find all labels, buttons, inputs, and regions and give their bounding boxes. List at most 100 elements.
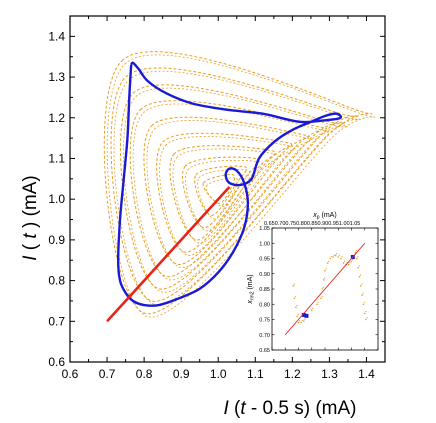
x-tick-label: 1.3 bbox=[321, 367, 338, 381]
trajectory-loop-2 bbox=[119, 84, 345, 290]
inset-cloud-point bbox=[301, 320, 303, 322]
inset-cloud-point bbox=[322, 286, 325, 288]
x-tick-label: 0.7 bbox=[99, 367, 116, 381]
inset-cloud-point bbox=[321, 288, 324, 290]
inset-cloud-point bbox=[341, 256, 343, 258]
trajectory-loop-5 bbox=[156, 132, 293, 253]
inset-cloud-point bbox=[365, 310, 367, 313]
trajectory-loop-shadow-6 bbox=[172, 148, 279, 244]
inset-x-axis-label: xp (mA) bbox=[312, 212, 336, 221]
inset-x-axis-label-part: p bbox=[317, 215, 320, 221]
inset-y-axis-label-part: x bbox=[247, 300, 254, 305]
y-tick-label: 1.2 bbox=[48, 111, 65, 125]
trajectory-loop-shadow-5 bbox=[159, 136, 296, 256]
inset-y-tick-label: 0.65 bbox=[259, 348, 270, 354]
inset-cloud-point bbox=[337, 256, 340, 258]
y-tick-label: 0.9 bbox=[48, 233, 65, 247]
inset-cloud-point bbox=[326, 262, 329, 264]
inset-cloud-point bbox=[361, 294, 363, 296]
inset-cloud-point bbox=[316, 303, 318, 306]
inset-y-tick-label: 0.85 bbox=[259, 287, 270, 293]
y-axis-label: I ( t ) (mA) bbox=[20, 175, 41, 261]
x-axis-label-part: I bbox=[223, 398, 229, 419]
inset-y-tick-label: 0.70 bbox=[259, 333, 270, 339]
inset-cloud-point bbox=[362, 303, 365, 306]
inset-fixed-point bbox=[301, 312, 306, 317]
x-tick-label: 0.8 bbox=[136, 367, 153, 381]
inset-cloud-point bbox=[293, 283, 295, 285]
inset-cloud-point bbox=[296, 315, 298, 318]
x-tick-label: 1.0 bbox=[210, 367, 227, 381]
inset-x-axis-label-part: x bbox=[312, 212, 317, 219]
inset-plot: 0.650.700.750.800.850.900.951.001.050.65… bbox=[247, 212, 379, 354]
trajectory-loop-0 bbox=[103, 51, 373, 315]
main-plot-frame bbox=[69, 15, 386, 363]
inset-cloud-point bbox=[324, 277, 326, 279]
inset-cloud-point bbox=[329, 257, 332, 260]
y-tick-label: 1.0 bbox=[48, 192, 65, 206]
inset-cloud-point bbox=[304, 318, 306, 320]
inset-cloud-point bbox=[334, 254, 337, 257]
inset-cloud-point bbox=[361, 283, 363, 285]
inset-cloud-point bbox=[336, 253, 338, 255]
inset-cloud-point bbox=[365, 318, 367, 321]
x-tick-label: 0.6 bbox=[62, 367, 79, 381]
trajectory-loop-4 bbox=[143, 116, 310, 265]
inset-cloud-point bbox=[348, 263, 350, 266]
y-axis-label-part: I bbox=[20, 255, 41, 261]
inset-cloud-point bbox=[320, 297, 322, 299]
y-axis-label-part: ) (mA) bbox=[20, 175, 41, 233]
trajectory-loop-8 bbox=[194, 165, 248, 216]
inset-cloud-point bbox=[358, 276, 361, 278]
inset-y-tick-label: 0.75 bbox=[259, 318, 270, 324]
trajectory-loop-7 bbox=[182, 156, 260, 229]
inset-cloud-point bbox=[349, 262, 351, 264]
inset-diagonal-line bbox=[284, 242, 366, 336]
inset-cloud-point bbox=[297, 321, 300, 324]
inset-cloud-point bbox=[295, 306, 297, 309]
inset-cloud-point bbox=[294, 295, 297, 297]
inset-cloud-point bbox=[359, 274, 362, 276]
inset-cloud-point bbox=[332, 256, 334, 258]
inset-x-axis-label-part: (mA) bbox=[320, 212, 337, 219]
inset-cloud-point bbox=[298, 320, 301, 322]
periodic-orbit-line bbox=[116, 61, 343, 307]
x-tick-label: 1.1 bbox=[247, 367, 264, 381]
y-tick-label: 0.8 bbox=[48, 274, 65, 288]
inset-y-tick-label: 0.95 bbox=[259, 257, 270, 263]
diagonal-line bbox=[106, 186, 231, 323]
inset-cloud-point bbox=[358, 265, 360, 267]
inset-cloud-point bbox=[330, 256, 332, 258]
inset-cloud-point bbox=[363, 301, 366, 304]
inset-cloud-point bbox=[366, 317, 368, 319]
x-axis-label: I (t - 0.5 s) (mA) bbox=[223, 398, 356, 419]
trajectory-loop-shadow-4 bbox=[146, 120, 313, 268]
inset-y-tick-label: 0.80 bbox=[259, 302, 270, 308]
inset-cloud-point bbox=[322, 279, 325, 281]
inset-fixed-point bbox=[304, 313, 309, 318]
inset-y-axis-label-part: rm2 bbox=[250, 291, 256, 300]
y-tick-label: 1.3 bbox=[48, 70, 65, 84]
y-axis-label-part: t bbox=[20, 233, 41, 239]
inset-cloud-point bbox=[351, 259, 354, 261]
inset-y-tick-label: 1.00 bbox=[259, 241, 270, 247]
inset-cloud-point bbox=[317, 301, 319, 304]
inset-cloud-point bbox=[300, 321, 302, 324]
main-plot: 0.6 0.7 0.8 0.9 1.0 1.1 1.2 1.3 1.4 0.6 0.7 0.8 0.9 1… bbox=[20, 15, 386, 419]
inset-cloud-point bbox=[356, 257, 358, 260]
y-tick-label: 1.4 bbox=[48, 29, 65, 43]
inset-cloud-point bbox=[296, 304, 298, 307]
y-tick-label: 1.1 bbox=[48, 151, 65, 165]
inset-cloud-point bbox=[363, 312, 366, 315]
inset-cloud-point bbox=[325, 268, 327, 270]
inset-cloud-point bbox=[357, 266, 359, 269]
y-tick-label: 0.7 bbox=[48, 314, 65, 328]
x-axis-label-part: t bbox=[240, 398, 246, 419]
inset-cloud-point bbox=[342, 262, 345, 264]
x-tick-label: 1.4 bbox=[358, 367, 375, 381]
inset-cloud-point bbox=[357, 256, 359, 258]
inset-cloud-point bbox=[328, 260, 330, 262]
inset-cloud-point bbox=[340, 257, 342, 260]
x-tick-label: 1.2 bbox=[284, 367, 301, 381]
inset-cloud-point bbox=[312, 307, 314, 310]
